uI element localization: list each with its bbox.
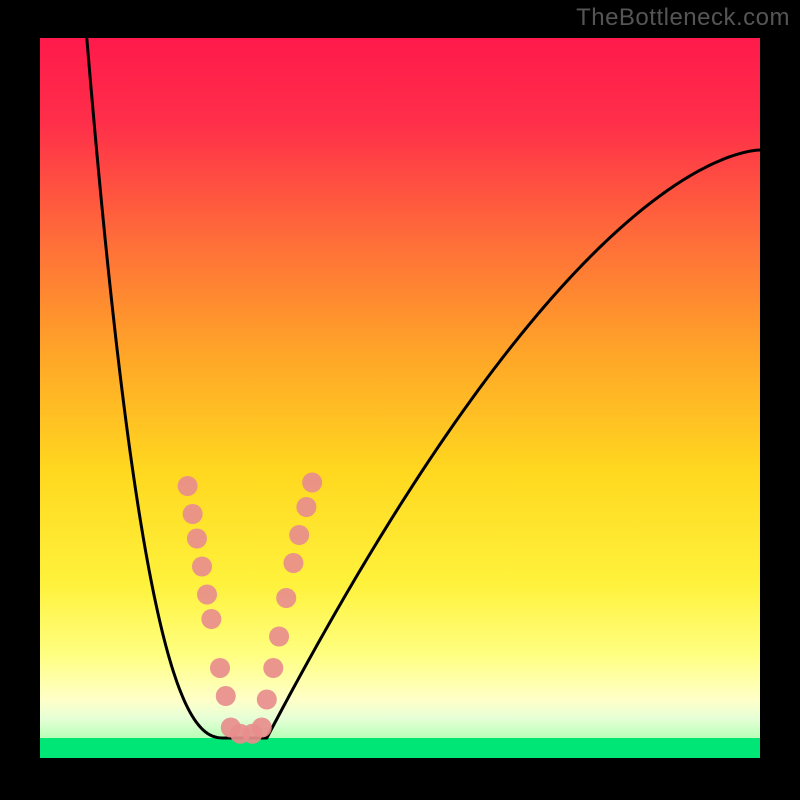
curve-marker	[201, 609, 221, 629]
curve-marker	[269, 627, 289, 647]
curve-marker	[257, 690, 277, 710]
green-baseline-strip	[40, 738, 760, 758]
curve-marker	[263, 658, 283, 678]
curve-marker	[187, 529, 207, 549]
curve-marker	[192, 557, 212, 577]
curve-marker	[197, 585, 217, 605]
gradient-panel	[40, 38, 760, 738]
curve-marker	[252, 718, 272, 738]
curve-marker	[302, 473, 322, 493]
curve-marker	[283, 553, 303, 573]
curve-marker	[289, 525, 309, 545]
curve-marker	[183, 504, 203, 524]
bottleneck-curve-plot	[0, 0, 800, 800]
watermark-text: TheBottleneck.com	[576, 4, 790, 32]
curve-marker	[210, 658, 230, 678]
curve-marker	[216, 686, 236, 706]
curve-marker	[276, 588, 296, 608]
curve-marker	[296, 497, 316, 517]
curve-marker	[178, 476, 198, 496]
